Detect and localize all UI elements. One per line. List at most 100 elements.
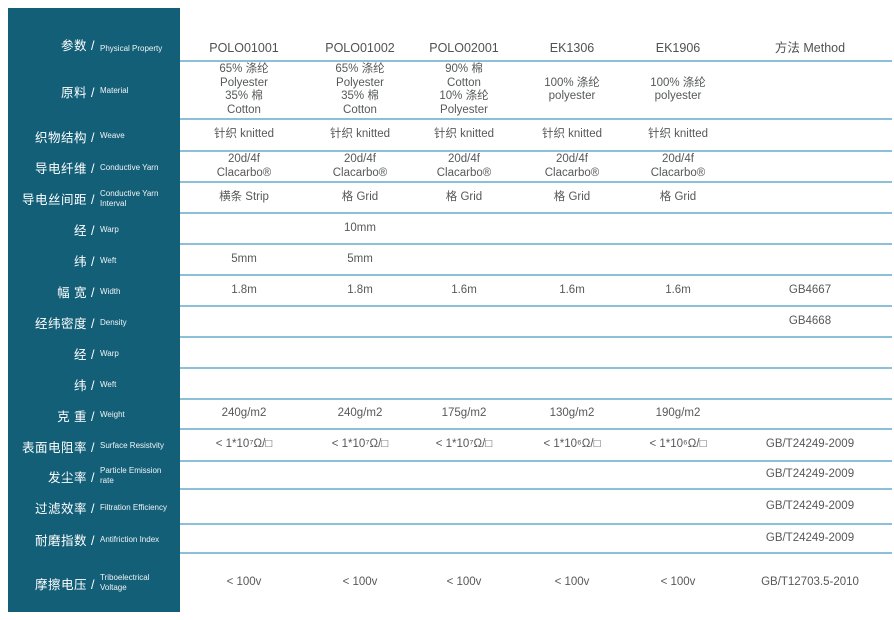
sidebar-item-width: 幅 宽 / Width (8, 276, 180, 307)
cell: 1.6m (451, 283, 477, 296)
sidebar-label-en: Physical Property (100, 44, 163, 53)
table-row-particle-emission-rate: GB/T24249-2009 (180, 462, 892, 490)
sidebar-label-en: Weft (100, 255, 117, 265)
sidebar-label-zh: 导电丝间距 / (22, 193, 95, 207)
cell: 1.8m (231, 283, 257, 296)
cell: 针织 knitted (433, 128, 495, 141)
cell: 240g/m2 (221, 407, 267, 420)
cell: < 1*10⁷Ω/□ (435, 438, 493, 451)
column-header-method: 方法 Method (774, 40, 846, 55)
cell: 5mm (347, 252, 373, 265)
sidebar-label-zh: 幅 宽 / (57, 286, 95, 300)
sidebar-label-en: Filtration Efficiency (100, 502, 167, 512)
cell: < 100v (226, 576, 262, 589)
sidebar-label-zh: 过滤效率 / (35, 502, 95, 516)
cell: 10mm (344, 221, 376, 234)
cell: 130g/m2 (549, 407, 595, 420)
cell: 针织 knitted (541, 128, 603, 141)
sidebar-item-weft: 纬 / Weft (8, 245, 180, 276)
cell: 格 Grid (445, 190, 483, 203)
table-row-weave: 针织 knitted 针织 knitted 针织 knitted 针织 knit… (180, 120, 892, 152)
sidebar-label-zh: 织物结构 / (35, 130, 95, 145)
table-row-warp: 10mm (180, 214, 892, 245)
table-row-weight: 240g/m2 240g/m2 175g/m2 130g/m2 190g/m2 (180, 400, 892, 430)
cell: 100% 涤纶 polyester (544, 76, 600, 103)
cell: 横条 Strip (219, 190, 269, 203)
table-row-triboelectrical-voltage: < 100v < 100v < 100v < 100v < 100v GB/T1… (180, 554, 892, 612)
sidebar-item-weave: 织物结构 / Weave (8, 120, 180, 152)
cell: 1.8m (347, 283, 373, 296)
sidebar-label-zh: 经 / (74, 224, 95, 238)
sidebar-item-warp: 经 / Warp (8, 214, 180, 245)
cell-method: GB4668 (788, 314, 832, 327)
sidebar-label-en: Warp (100, 224, 119, 234)
sidebar-item-filtration-efficiency: 过滤效率 / Filtration Efficiency (8, 490, 180, 525)
sidebar-label-zh: 经 / (74, 348, 95, 362)
table-row-density: GB4668 (180, 307, 892, 338)
sidebar-label-en: Conductive Yarn (100, 162, 159, 172)
sidebar-item-conductive-yarn-interval: 导电丝间距 / Conductive Yarn Interval (8, 183, 180, 214)
cell: 格 Grid (659, 190, 697, 203)
sidebar-label-zh: 克 重 / (57, 409, 95, 424)
cell-method: GB/T24249-2009 (765, 531, 855, 544)
sidebar-label-en: Triboelectrical Voltage (100, 573, 150, 592)
table-row-antifriction-index: GB/T24249-2009 (180, 525, 892, 554)
sidebar-label-zh: 纬 / (74, 379, 95, 393)
cell-method: GB/T24249-2009 (765, 468, 855, 481)
cell: 20d/4f Clacarbo® (544, 153, 600, 179)
cell: 5mm (231, 252, 257, 265)
column-header: EK1906 (655, 40, 701, 55)
sidebar-label-zh: 经纬密度 / (35, 317, 95, 331)
sidebar-item-weight: 克 重 / Weight (8, 400, 180, 430)
header-row: POLO01001 POLO01002 POLO02001 EK1306 EK1… (180, 8, 892, 62)
cell-method: GB/T12703.5-2010 (761, 576, 859, 589)
cell: 格 Grid (553, 190, 591, 203)
sidebar-label-en: Antifriction Index (100, 534, 160, 544)
sidebar-label-zh: 发尘率 / (48, 470, 95, 485)
sidebar-item-surface-resistivity: 表面电阻率 / Surface Resistvity (8, 430, 180, 462)
cell: < 1*10⁷Ω/□ (215, 438, 273, 451)
column-header: POLO01002 (325, 40, 395, 55)
cell: < 100v (554, 576, 590, 589)
sidebar-item-particle-emission-rate: 发尘率 / Particle Emission rate (8, 462, 180, 490)
sidebar-label-zh: 耐磨指数 / (35, 534, 95, 548)
sidebar-item-physical-property: 参数 / Physical Property (8, 8, 180, 62)
table-row-material: 65% 涤纶 Polyester 35% 棉 Cotton 65% 涤纶 Pol… (180, 62, 892, 120)
table-row-width: 1.8m 1.8m 1.6m 1.6m 1.6m GB4667 (180, 276, 892, 307)
sidebar-item-warp-2: 经 / Warp (8, 338, 180, 369)
sidebar-label-en: Density (100, 317, 127, 327)
column-header: POLO01001 (209, 40, 279, 55)
column-header: EK1306 (549, 40, 595, 55)
sidebar-label-en: Surface Resistvity (100, 441, 165, 450)
cell: 190g/m2 (655, 407, 701, 420)
cell: 90% 棉 Cotton 10% 涤纶 Polyester (439, 63, 489, 116)
table-row-weft-2 (180, 369, 892, 400)
sidebar-label-zh: 摩擦电压 / (35, 577, 95, 592)
sidebar-item-weft-2: 纬 / Weft (8, 369, 180, 400)
cell: 100% 涤纶 polyester (650, 76, 706, 103)
sidebar-label-en: Width (100, 286, 121, 296)
sidebar-item-antifriction-index: 耐磨指数 / Antifriction Index (8, 525, 180, 554)
cell: < 1*10⁶Ω/□ (649, 438, 707, 451)
sidebar-item-density: 经纬密度 / Density (8, 307, 180, 338)
cell: 针织 knitted (329, 128, 391, 141)
cell-method: GB/T24249-2009 (765, 438, 855, 451)
sidebar: 参数 / Physical Property 原料 / Material 织物结… (8, 8, 180, 612)
sidebar-label-zh: 参数 / (61, 39, 95, 53)
table-row-weft: 5mm 5mm (180, 245, 892, 276)
sidebar-label-zh: 导电纤维 / (35, 162, 95, 176)
column-header: POLO02001 (429, 40, 499, 55)
cell: 格 Grid (341, 190, 379, 203)
cell: 20d/4f Clacarbo® (216, 153, 272, 179)
sidebar-item-triboelectrical-voltage: 摩擦电压 / Triboelectrical Voltage (8, 554, 180, 612)
cell-method: GB4667 (788, 283, 832, 296)
table-row-conductive-yarn-interval: 横条 Strip 格 Grid 格 Grid 格 Grid 格 Grid (180, 183, 892, 214)
cell: 1.6m (665, 283, 691, 296)
table-row-surface-resistivity: < 1*10⁷Ω/□ < 1*10⁷Ω/□ < 1*10⁷Ω/□ < 1*10⁶… (180, 430, 892, 462)
cell: 20d/4f Clacarbo® (436, 153, 492, 179)
cell: 175g/m2 (441, 407, 487, 420)
cell: 65% 涤纶 Polyester 35% 棉 Cotton (219, 63, 269, 116)
cell: < 100v (660, 576, 696, 589)
sidebar-label-en: Weft (100, 379, 117, 389)
sidebar-label-en: Particle Emission rate (100, 466, 162, 485)
